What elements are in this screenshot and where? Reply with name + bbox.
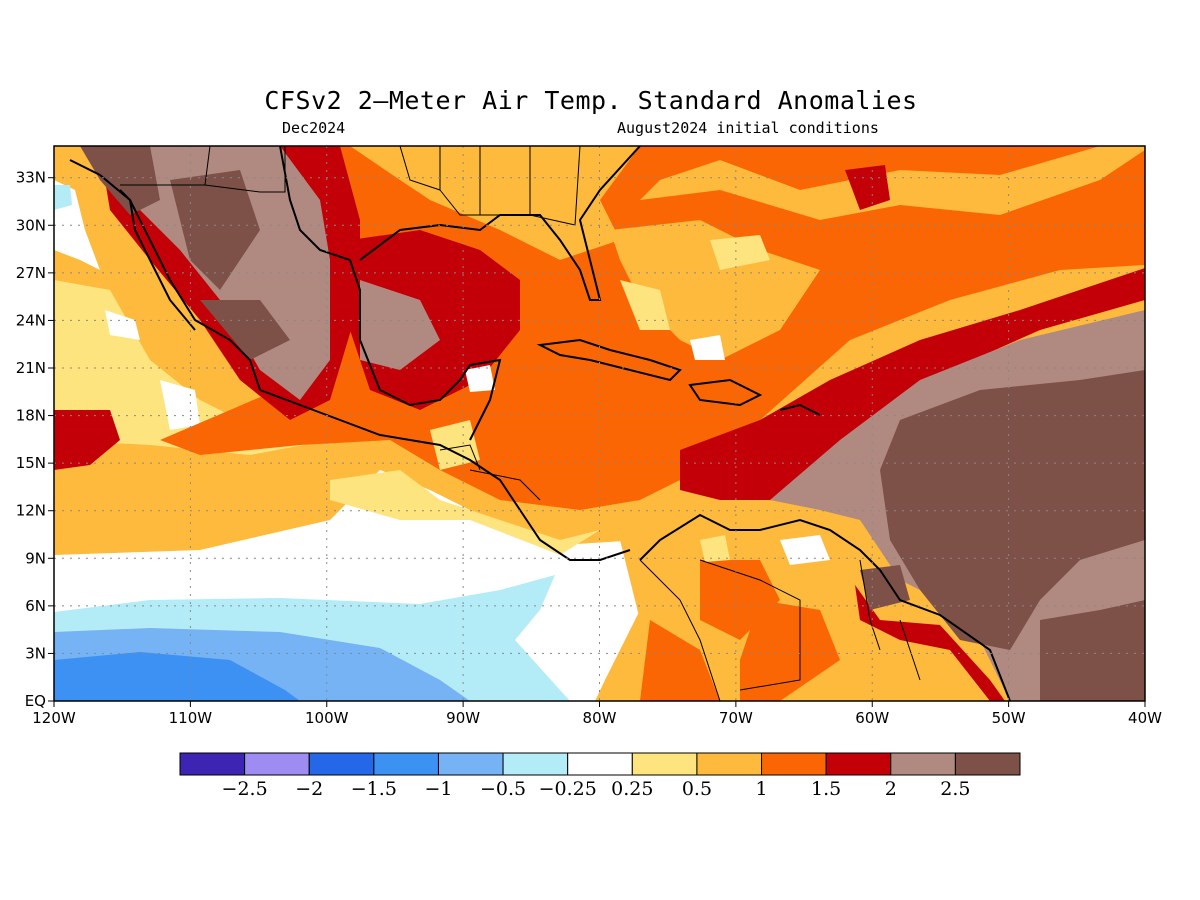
y-tick-label: 30N: [16, 216, 46, 234]
legend-label: −1: [424, 778, 452, 800]
borders: [120, 146, 921, 701]
initial-conditions: August2024 initial conditions: [617, 119, 879, 137]
x-axis: 120W 110W 100W 90W 80W 70W 60W 50W 40W: [32, 701, 1162, 727]
cool-band-strong: [54, 652, 300, 701]
x-tick-label: 90W: [446, 709, 480, 727]
y-tick-label: 21N: [16, 359, 46, 377]
y-tick-label: 3N: [25, 644, 46, 662]
x-tick-label: 70W: [719, 709, 753, 727]
legend-label: −1.5: [351, 778, 397, 800]
x-tick-label: 60W: [855, 709, 889, 727]
x-tick-label: 120W: [32, 709, 76, 727]
x-tick-label: 50W: [992, 709, 1026, 727]
legend-swatch: [567, 752, 633, 776]
legend-label: −0.25: [539, 778, 597, 800]
coastlines: [69, 146, 1011, 701]
y-tick-label: EQ: [25, 692, 46, 710]
legend-label: 1: [755, 778, 767, 800]
legend-swatch: [890, 752, 956, 776]
x-tick-label: 100W: [305, 709, 349, 727]
y-tick-label: 6N: [25, 597, 46, 615]
y-tick-label: 12N: [16, 502, 46, 520]
graticule: [54, 146, 1145, 701]
map-title: CFSv2 2–Meter Air Temp. Standard Anomali…: [264, 86, 918, 115]
legend-label: 2: [885, 778, 897, 800]
legend-label: −2: [295, 778, 323, 800]
y-tick-label: 27N: [16, 264, 46, 282]
legend-swatch: [696, 752, 763, 776]
y-tick-label: 9N: [25, 549, 46, 567]
x-tick-label: 40W: [1128, 709, 1162, 727]
legend-swatch: [437, 752, 504, 776]
legend-swatch: [761, 752, 827, 776]
legend-swatch: [954, 752, 1021, 776]
legend-label: 0.5: [682, 778, 712, 800]
anomaly-field: [54, 146, 1145, 701]
legend-swatch: [502, 752, 569, 776]
y-tick-label: 18N: [16, 407, 46, 425]
y-tick-label: 15N: [16, 454, 46, 472]
legend-swatch: [825, 752, 892, 776]
legend-swatch: [179, 752, 246, 776]
forecast-month: Dec2024: [282, 119, 346, 137]
legend-label: 1.5: [811, 778, 841, 800]
legend-label: 2.5: [940, 778, 970, 800]
y-tick-label: 24N: [16, 311, 46, 329]
warm-red-band: [680, 268, 1145, 500]
legend-label: −0.5: [480, 778, 526, 800]
legend-label: 0.25: [611, 778, 653, 800]
legend-swatch: [631, 752, 698, 776]
y-axis: EQ 3N 6N 9N 12N 15N 18N 21N 24N 27N 30N 33N: [16, 169, 54, 710]
y-tick-label: 33N: [16, 169, 46, 187]
x-tick-label: 110W: [169, 709, 213, 727]
x-tick-label: 80W: [583, 709, 617, 727]
legend-label: −2.5: [222, 778, 268, 800]
legend-swatch: [308, 752, 375, 776]
legend-swatch: [244, 752, 310, 776]
legend-swatch: [373, 752, 439, 776]
